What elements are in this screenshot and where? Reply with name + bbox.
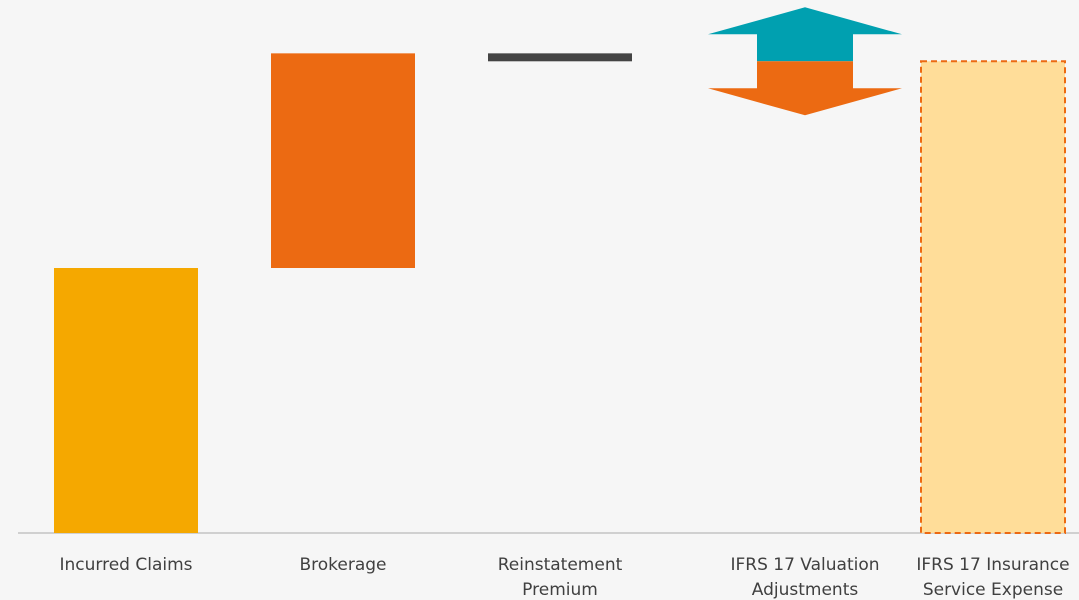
up-arrow — [708, 7, 902, 62]
bar — [488, 53, 632, 62]
bar — [54, 268, 198, 533]
x-tick-label: Reinstatement Premium — [497, 555, 623, 600]
x-tick-label: IFRS 17 Valuation Adjustments — [730, 555, 880, 600]
x-tick-label: Incurred Claims — [59, 555, 193, 575]
down-arrow — [708, 61, 902, 116]
bar — [271, 53, 415, 268]
bar — [920, 60, 1066, 535]
x-tick-label: Brokerage — [299, 555, 387, 575]
x-tick-label: IFRS 17 Insurance Service Expense — [916, 555, 1070, 600]
